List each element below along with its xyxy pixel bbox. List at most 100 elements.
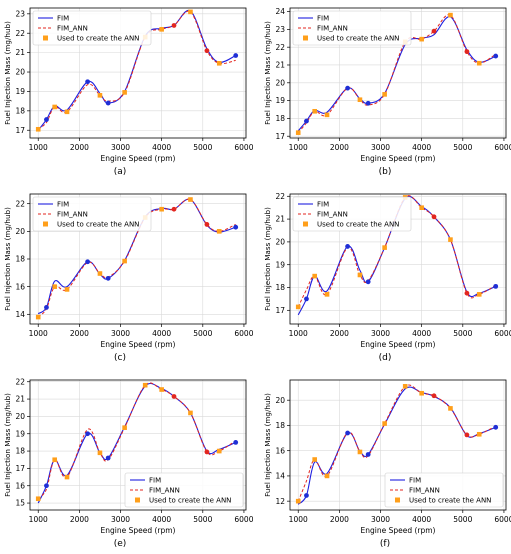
x-tick-label: 3000	[111, 515, 130, 524]
legend-swatch-used	[135, 497, 140, 503]
x-tick-label: 5000	[453, 143, 472, 152]
series-line-fim-ann	[297, 384, 496, 502]
fim-point-marker	[44, 483, 49, 489]
y-tick-label: 19	[275, 96, 285, 105]
panel-label: (e)	[114, 539, 127, 549]
legend-label-fim: FIM	[317, 201, 329, 209]
x-tick-label: 2000	[70, 143, 89, 152]
x-tick-label: 6000	[234, 515, 253, 524]
fim-point-marker	[304, 493, 309, 498]
used-point-marker	[35, 126, 41, 132]
panel-a: 1000 2000 3000 4000 5000 6000 17 18 19 20 21 22 23 En…	[3, 7, 254, 177]
x-tick-label: 3000	[111, 329, 130, 338]
fim-point-marker	[233, 53, 239, 58]
y-axis-label: Fuel Injection Mass (mg/hub)	[3, 207, 12, 311]
y-tick-label: 22	[275, 192, 285, 201]
fim-point-marker	[345, 85, 350, 91]
legend-box	[292, 10, 412, 46]
y-tick-label: 20	[275, 396, 285, 405]
fim-ann-point-marker	[204, 48, 210, 54]
used-point-marker	[216, 229, 222, 234]
fim-point-marker	[44, 305, 49, 310]
fim-point-marker	[493, 424, 499, 430]
used-point-marker	[382, 92, 387, 97]
y-tick-label: 18	[275, 421, 285, 430]
x-axis-label: Engine Speed (rpm)	[101, 154, 176, 163]
fim-ann-point-marker	[204, 449, 210, 455]
legend-label-fim: FIM	[57, 15, 69, 23]
used-point-marker	[97, 271, 103, 276]
used-point-marker	[35, 496, 41, 502]
used-point-marker	[295, 498, 301, 504]
plot-frame	[289, 379, 507, 511]
y-tick-label: 17	[275, 306, 285, 315]
used-point-marker	[476, 60, 482, 66]
used-point-marker	[448, 12, 453, 18]
used-point-marker	[324, 112, 330, 118]
fim-point-marker	[105, 455, 111, 461]
y-tick-label: 19	[275, 260, 285, 269]
fim-ann-point-marker	[171, 206, 177, 212]
panel-label: (d)	[379, 353, 392, 363]
fim-point-marker	[105, 275, 111, 281]
used-point-marker	[419, 36, 424, 42]
y-axis-label: Fuel Injection Mass (mg/hub)	[3, 21, 12, 125]
y-tick-label: 20	[275, 78, 285, 87]
legend-label-fim-ann: FIM_ANN	[317, 211, 348, 219]
y-tick-label: 14	[275, 472, 285, 481]
plot-frame	[29, 379, 247, 511]
y-tick-label: 18	[15, 255, 25, 264]
y-tick-label: 14	[15, 310, 25, 319]
used-point-marker	[312, 108, 317, 114]
plot-frame	[289, 7, 507, 139]
used-point-marker	[382, 245, 387, 250]
used-point-marker	[357, 449, 363, 455]
x-axis-label: Engine Speed (rpm)	[361, 340, 436, 349]
x-tick-label: 1000	[29, 515, 48, 524]
panel-label: (b)	[379, 167, 392, 177]
legend-label-fim-ann: FIM_ANN	[57, 25, 88, 33]
used-point-marker	[188, 9, 193, 15]
x-tick-label: 5000	[193, 329, 212, 338]
fim-point-marker	[44, 117, 49, 122]
x-tick-label: 4000	[412, 329, 431, 338]
fim-point-marker	[345, 430, 350, 436]
legend: FIM FIM_ANN Used to create the ANN	[292, 196, 412, 232]
panel-c: 1000 2000 3000 4000 5000 6000 14 16 18 20 22 Engine…	[3, 193, 254, 363]
used-point-marker	[476, 431, 482, 437]
plot-frame	[289, 193, 507, 325]
panel-f: 1000 2000 3000 4000 5000 6000 12 14 16 18 20 Engine…	[263, 379, 511, 549]
panel-b: 1000 2000 3000 4000 5000 6000 17 18 19 20 21 22 23 24…	[263, 7, 511, 177]
legend-box	[32, 10, 152, 46]
used-point-marker	[52, 284, 57, 289]
fim-point-marker	[85, 259, 90, 265]
used-point-marker	[159, 206, 164, 212]
legend: FIM FIM_ANN Used to create the ANN	[32, 10, 152, 46]
panel-label: (a)	[114, 167, 127, 177]
fim-point-marker	[304, 296, 309, 302]
x-tick-label: 2000	[330, 515, 349, 524]
y-tick-label: 22	[15, 377, 25, 386]
x-tick-label: 6000	[234, 143, 253, 152]
used-point-marker	[122, 258, 127, 264]
legend-label-fim: FIM	[57, 201, 69, 209]
x-axis-label: Engine Speed (rpm)	[361, 154, 436, 163]
used-point-marker	[188, 197, 193, 202]
legend-label-used: Used to create the ANN	[317, 35, 399, 43]
y-tick-label: 22	[15, 199, 25, 208]
fim-point-marker	[105, 100, 111, 106]
y-tick-label: 18	[275, 283, 285, 292]
y-axis-label: Fuel Injection Mass (mg/hub)	[263, 207, 272, 311]
x-tick-label: 4000	[152, 515, 171, 524]
y-tick-label: 16	[15, 481, 25, 490]
x-tick-label: 1000	[29, 143, 48, 152]
fim-ann-point-marker	[171, 394, 177, 399]
fim-point-marker	[85, 431, 90, 437]
legend-label-fim: FIM	[317, 15, 329, 23]
y-tick-label: 16	[15, 282, 25, 291]
x-tick-label: 5000	[453, 329, 472, 338]
used-point-marker	[324, 473, 330, 479]
legend-label-fim-ann: FIM_ANN	[149, 487, 180, 495]
